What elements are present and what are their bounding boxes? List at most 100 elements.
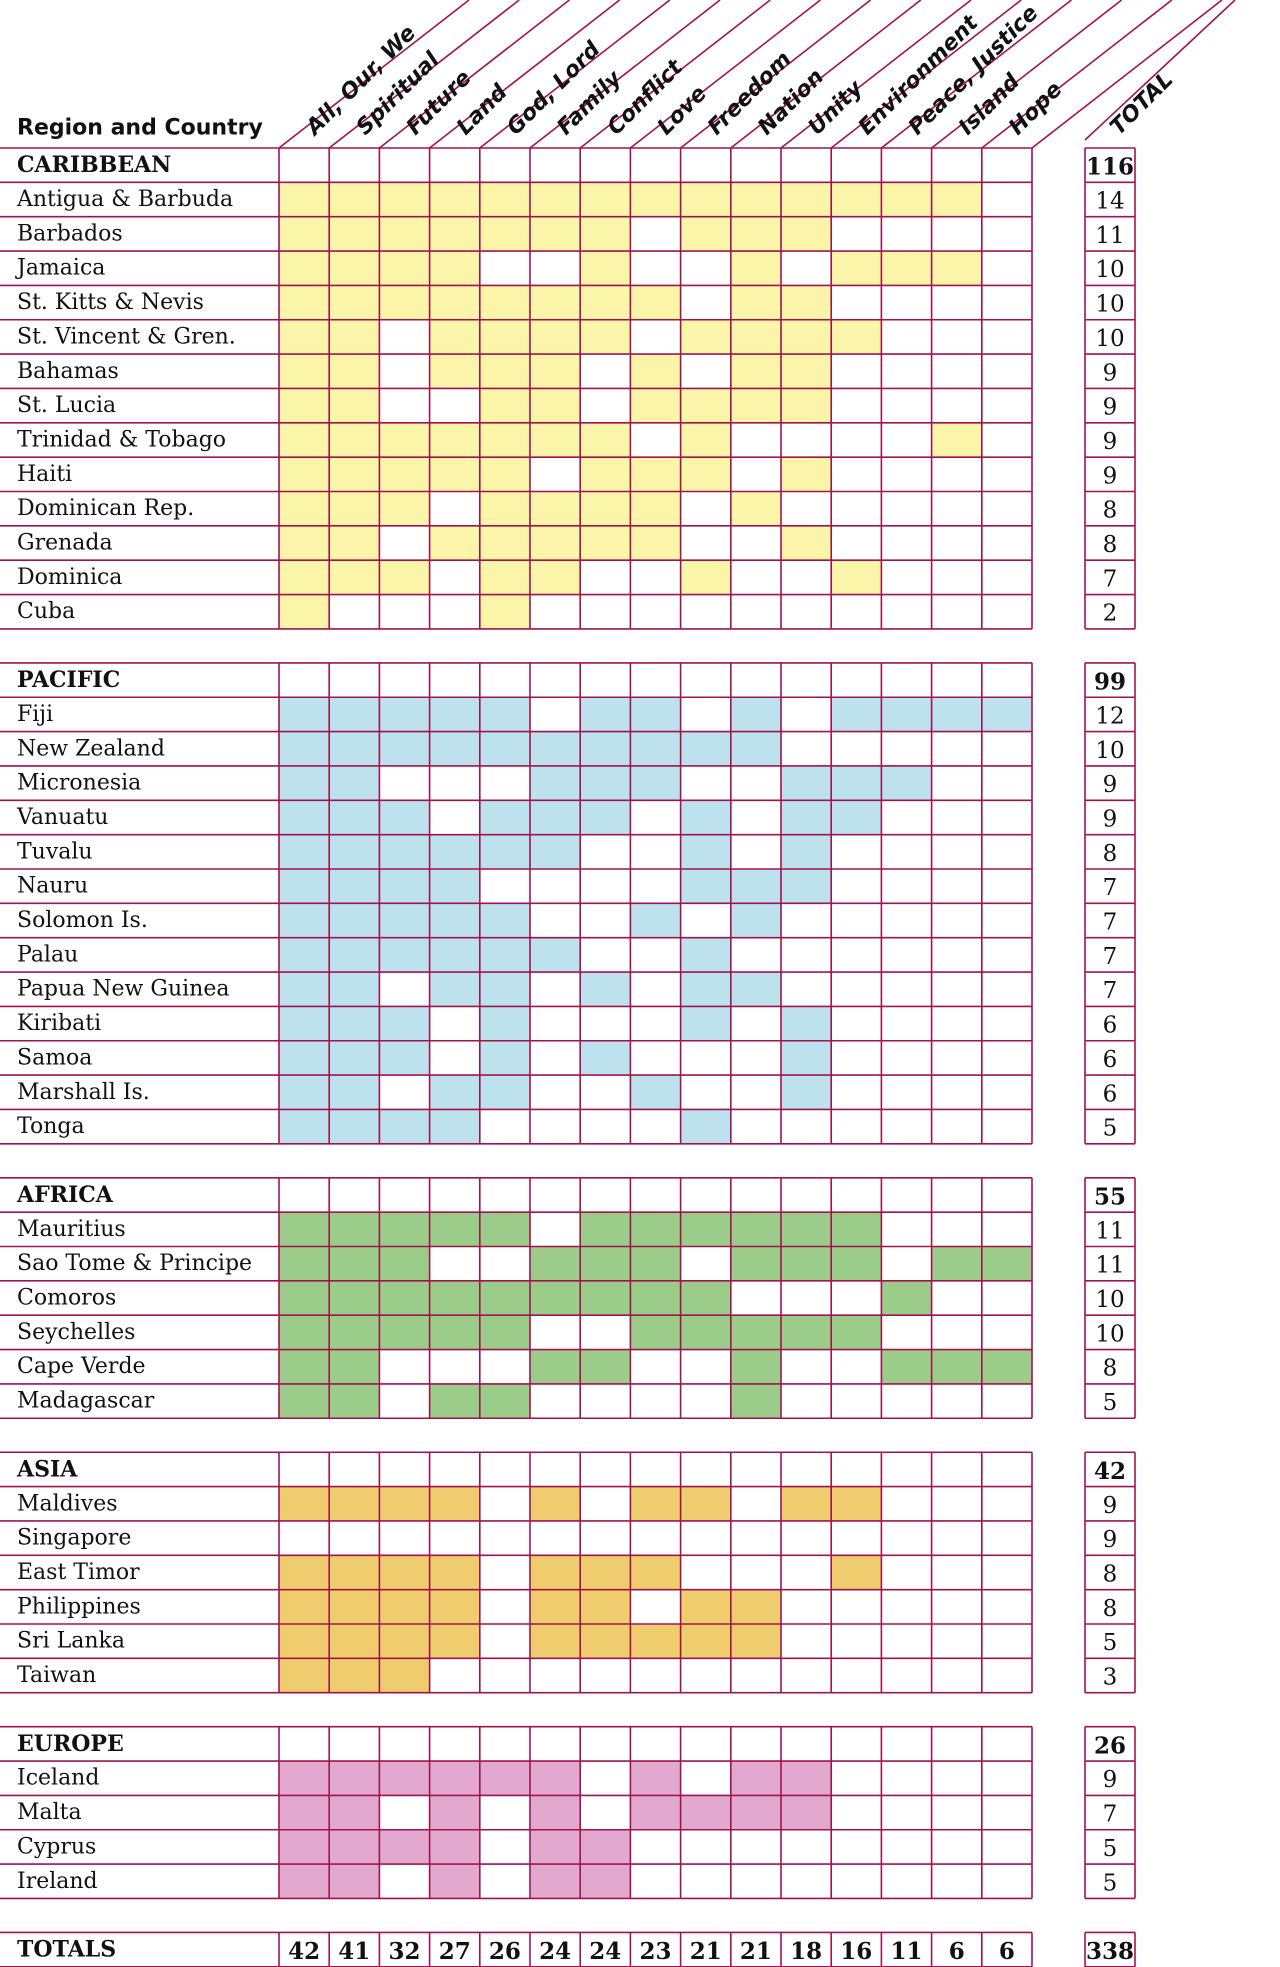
marked-cell [429, 1075, 480, 1110]
region-total: 42 [1094, 1458, 1126, 1485]
region-label: PACIFIC [17, 667, 120, 693]
marked-cell [329, 869, 380, 904]
country-label: New Zealand [17, 736, 165, 761]
marked-cell [279, 731, 330, 766]
country-total: 11 [1095, 1218, 1124, 1244]
marked-cell [530, 491, 581, 526]
marked-cell [279, 251, 330, 286]
marked-cell [429, 525, 480, 561]
marked-cell [329, 1349, 380, 1384]
marked-cell [680, 388, 731, 423]
country-label: Samoa [17, 1045, 92, 1070]
marked-cell [429, 1555, 480, 1590]
marked-cell [630, 285, 681, 320]
country-total: 5 [1103, 1390, 1118, 1416]
marked-cell [630, 1555, 681, 1590]
marked-cell [680, 182, 731, 217]
marked-cell [730, 182, 781, 217]
marked-cell [479, 972, 530, 1007]
marked-cell [479, 216, 530, 252]
country-label: Kiribati [17, 1011, 101, 1036]
column-header-rule [680, 0, 872, 149]
marked-cell [379, 697, 430, 732]
marked-cell [379, 1624, 430, 1659]
marked-cell [530, 216, 581, 252]
marked-cell [530, 1795, 581, 1830]
marked-cell [730, 1761, 781, 1796]
marked-cell [730, 731, 781, 766]
marked-cell [630, 903, 681, 938]
country-label: East Timor [17, 1560, 140, 1585]
marked-cell [530, 1555, 581, 1590]
country-label: Madagascar [17, 1389, 155, 1414]
marked-cell [630, 1280, 681, 1316]
country-label: Palau [17, 942, 78, 967]
marked-cell [279, 1864, 330, 1899]
column-total: 26 [489, 1938, 521, 1965]
country-label: Nauru [17, 874, 88, 899]
marked-cell [329, 834, 380, 869]
marked-cell [329, 1486, 380, 1521]
marked-cell [479, 560, 530, 595]
marked-cell [279, 1486, 330, 1521]
marked-cell [379, 1829, 430, 1865]
marked-cell [530, 422, 581, 458]
marked-cell [279, 457, 330, 492]
marked-cell [630, 1212, 681, 1247]
marked-cell [379, 1315, 430, 1350]
marked-cell [279, 388, 330, 423]
marked-cell [530, 182, 581, 217]
country-label: Sri Lanka [17, 1629, 125, 1654]
marked-cell [379, 1212, 430, 1247]
marked-cell [881, 697, 932, 732]
marked-cell [680, 834, 731, 869]
country-total: 2 [1103, 601, 1118, 627]
region-label: AFRICA [16, 1182, 114, 1208]
marked-cell [479, 525, 530, 561]
country-total: 7 [1103, 875, 1118, 901]
marked-cell [680, 1624, 731, 1659]
marked-cell [279, 1280, 330, 1316]
marked-cell [379, 1589, 430, 1624]
marked-cell [630, 354, 681, 389]
marked-cell [580, 1589, 631, 1624]
marked-cell [329, 354, 380, 389]
country-label: Singapore [17, 1526, 131, 1551]
marked-cell [379, 1486, 430, 1521]
marked-cell [530, 1589, 581, 1624]
column-total: 23 [639, 1938, 671, 1965]
country-total: 9 [1103, 360, 1118, 386]
marked-cell [279, 1109, 330, 1144]
marked-cell [580, 457, 631, 492]
marked-cell [781, 1486, 832, 1521]
column-total: 11 [890, 1938, 922, 1965]
marked-cell [781, 1040, 832, 1076]
marked-cell [931, 251, 982, 286]
marked-cell [580, 182, 631, 217]
marked-cell [781, 525, 832, 561]
column-total: 42 [288, 1938, 320, 1965]
column-header-rule [730, 0, 922, 149]
column-header-rule [278, 0, 470, 149]
country-label: St. Vincent & Gren. [17, 324, 236, 349]
region-total: 99 [1094, 669, 1126, 696]
marked-cell [730, 251, 781, 286]
marked-cell [530, 800, 581, 835]
marked-cell [279, 834, 330, 869]
country-total: 6 [1103, 1047, 1118, 1073]
marked-cell [580, 731, 631, 766]
marked-cell [680, 1280, 731, 1316]
country-label: Tuvalu [17, 839, 93, 864]
column-total: 24 [589, 1938, 621, 1965]
marked-cell [479, 800, 530, 835]
marked-cell [931, 422, 982, 458]
marked-cell [329, 388, 380, 423]
column-header-rule [629, 0, 821, 149]
total-header-rule [1084, 0, 1236, 141]
country-label: Trinidad & Tobago [17, 427, 226, 452]
marked-cell [530, 731, 581, 766]
marked-cell [680, 216, 731, 252]
marked-cell [429, 1829, 480, 1865]
marked-cell [580, 216, 631, 252]
column-total: 41 [338, 1938, 370, 1965]
